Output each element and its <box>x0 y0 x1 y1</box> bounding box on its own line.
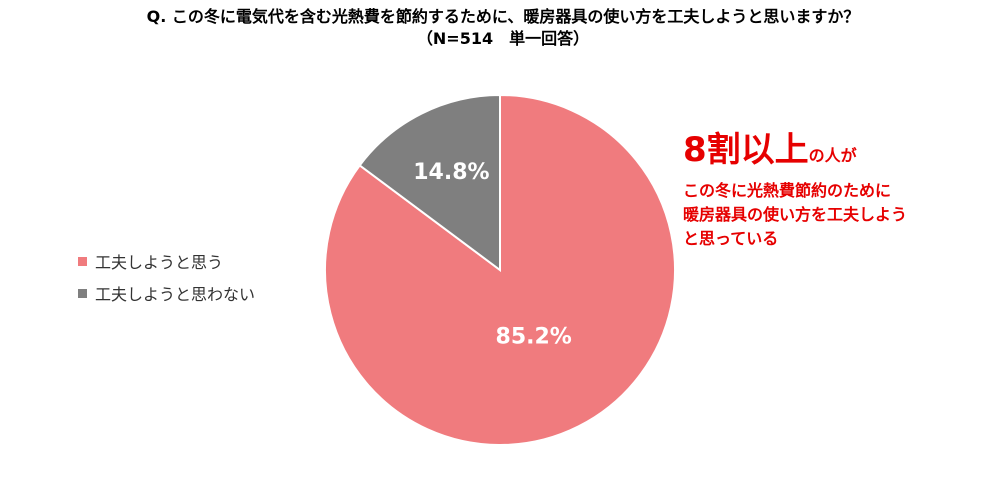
callout-line: と思っている <box>683 229 779 248</box>
callout-line: この冬に光熱費節約のために <box>683 181 892 200</box>
legend-swatch-not-think <box>78 288 87 298</box>
pie-labels: 85.2% 14.8% <box>413 160 572 349</box>
title-sample-note: （N=514 単一回答） <box>416 29 590 48</box>
legend-item-not-think: 工夫しようと思わない <box>78 277 255 309</box>
chart-legend: 工夫しようと思う 工夫しようと思わない <box>78 245 255 309</box>
slice-label-think: 85.2% <box>496 324 572 349</box>
pie-slice-not-think <box>358 93 501 272</box>
legend-label-think: 工夫しようと思う <box>95 253 224 272</box>
callout-line: 暖房器具の使い方を工夫しよう <box>683 205 908 224</box>
slice-label-not-think: 14.8% <box>413 160 489 185</box>
chart-title: Q. この冬に電気代を含む光熱費を節約するために、暖房器具の使い方を工夫しようと… <box>0 6 1006 50</box>
legend-item-think: 工夫しようと思う <box>78 245 255 277</box>
legend-label-not-think: 工夫しようと思わない <box>95 285 256 304</box>
callout-headline: 8割以上の人が <box>683 127 907 179</box>
title-question: Q. この冬に電気代を含む光熱費を節約するために、暖房器具の使い方を工夫しようと… <box>146 7 860 26</box>
callout-emphasis: 8割以上 <box>683 130 809 170</box>
legend-swatch-think <box>78 256 87 266</box>
callout-emphasis-suffix: の人が <box>808 146 857 165</box>
callout-annotation: 8割以上の人が この冬に光熱費節約のために 暖房器具の使い方を工夫しよう と思っ… <box>683 127 907 251</box>
pie-slices <box>324 93 677 446</box>
